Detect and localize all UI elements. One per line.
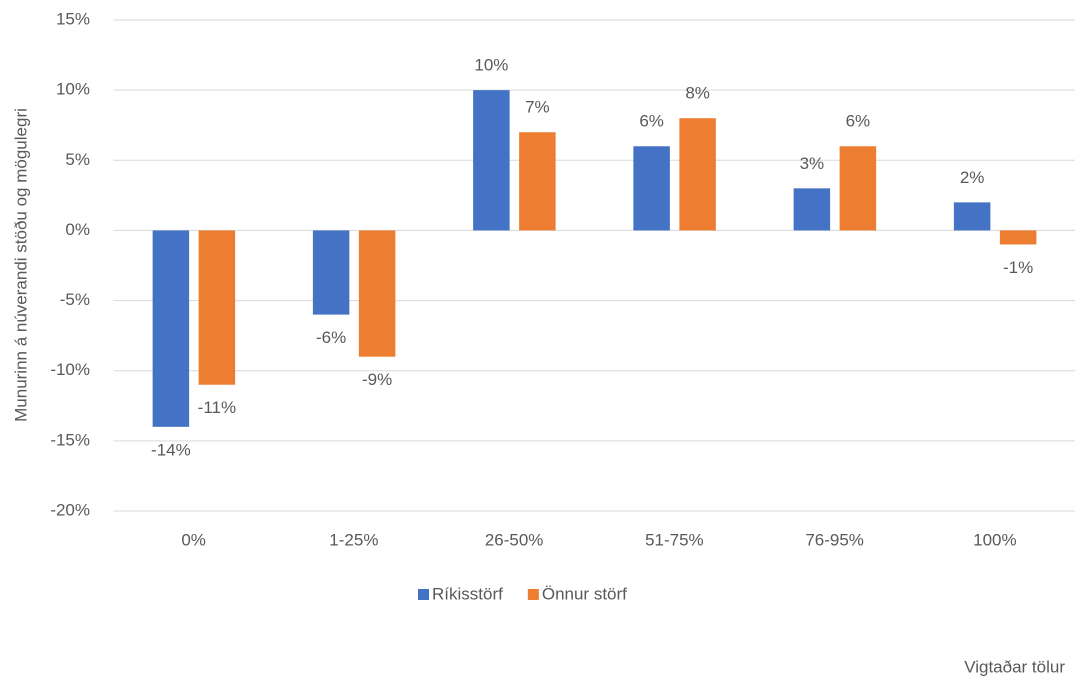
- bar: [839, 146, 877, 231]
- x-tick-label: 51-75%: [645, 530, 704, 549]
- x-tick-label: 100%: [973, 530, 1016, 549]
- bar: [679, 118, 716, 231]
- data-label: 10%: [474, 56, 508, 75]
- data-label: 8%: [685, 84, 710, 103]
- bar: [633, 146, 670, 231]
- x-tick-label: 76-95%: [805, 530, 864, 549]
- bar: [312, 230, 350, 315]
- legend-label: Önnur störf: [542, 584, 627, 603]
- data-label: -1%: [1003, 258, 1033, 277]
- legend-swatch: [418, 589, 429, 600]
- y-tick-label: -20%: [50, 500, 90, 519]
- bar: [793, 188, 831, 231]
- bar: [198, 230, 236, 385]
- bar: [519, 132, 556, 231]
- y-tick-label: -15%: [50, 430, 90, 449]
- bar: [152, 230, 190, 427]
- y-tick-label: 0%: [65, 220, 90, 239]
- y-tick-label: 15%: [56, 9, 90, 28]
- data-label: 6%: [639, 112, 664, 131]
- data-label: -14%: [151, 440, 191, 459]
- data-label: 3%: [800, 154, 825, 173]
- bar: [953, 202, 991, 231]
- legend-label: Ríkisstörf: [432, 584, 503, 603]
- x-tick-label: 1-25%: [329, 530, 378, 549]
- legend-swatch: [527, 589, 539, 600]
- x-tick-label: 0%: [181, 530, 206, 549]
- data-label: -11%: [198, 398, 236, 417]
- y-tick-label: -10%: [50, 360, 90, 379]
- y-axis-label: Munurinn á núverandi stöðu og mögulegri: [11, 108, 30, 422]
- bar: [358, 230, 396, 357]
- bar: [999, 230, 1037, 245]
- data-label: -6%: [316, 328, 346, 347]
- y-tick-label: -5%: [60, 290, 90, 309]
- data-label: -9%: [362, 370, 392, 389]
- y-tick-label: 5%: [65, 150, 90, 169]
- x-tick-label: 26-50%: [485, 530, 544, 549]
- bar: [473, 90, 510, 231]
- y-tick-label: 10%: [56, 80, 90, 99]
- data-label: 2%: [960, 168, 985, 187]
- data-label: 6%: [846, 112, 871, 131]
- annotation: Vigtaðar tölur: [964, 657, 1065, 676]
- data-label: 7%: [525, 98, 550, 117]
